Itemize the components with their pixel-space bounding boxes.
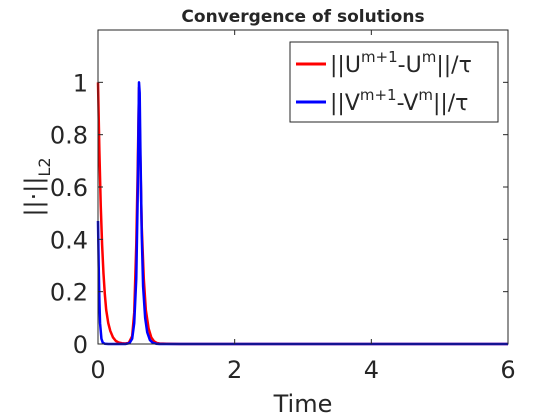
y-axis-label: ||·||L2 — [20, 157, 54, 216]
legend-v-post: ||/τ — [433, 91, 468, 116]
legend-v-pre: ||V — [330, 91, 360, 116]
y-tick-label: 0 — [73, 331, 88, 359]
legend-label-u: ||Um+1-Um||/τ — [330, 48, 472, 78]
legend-u-sup1: m+1 — [361, 48, 398, 66]
y-axis-label-subscript: L2 — [35, 157, 54, 176]
y-axis-label-main: ||·|| — [20, 177, 48, 217]
x-tick-label: 2 — [227, 356, 242, 384]
legend-u-post: ||/τ — [436, 53, 471, 78]
legend-v-sup2: m — [418, 86, 433, 104]
x-tick-label: 4 — [364, 356, 379, 384]
legend-v-mid: -V — [397, 91, 419, 116]
y-tick-label: 0.6 — [50, 174, 88, 202]
legend-u-mid: -U — [398, 53, 422, 78]
chart-title: Convergence of solutions — [181, 7, 424, 27]
legend: ||Um+1-Um||/τ ||Vm+1-Vm||/τ — [289, 41, 499, 123]
legend-box — [289, 41, 499, 123]
y-tick-label: 0.2 — [50, 279, 88, 307]
y-tick-label: 1 — [73, 69, 88, 97]
x-tick-label: 6 — [500, 356, 515, 384]
legend-u-sup2: m — [422, 48, 437, 66]
legend-u-pre: ||U — [330, 53, 361, 78]
y-tick-label: 0.8 — [50, 122, 88, 150]
y-tick-label: 0.4 — [50, 226, 88, 254]
x-tick-label: 0 — [90, 356, 105, 384]
legend-label-v: ||Vm+1-Vm||/τ — [330, 86, 468, 116]
tick-layer: 0 2 4 6 0 0.2 0.4 0.6 0.8 1 — [50, 30, 516, 384]
x-axis-label: Time — [273, 390, 333, 418]
legend-v-sup1: m+1 — [360, 86, 397, 104]
